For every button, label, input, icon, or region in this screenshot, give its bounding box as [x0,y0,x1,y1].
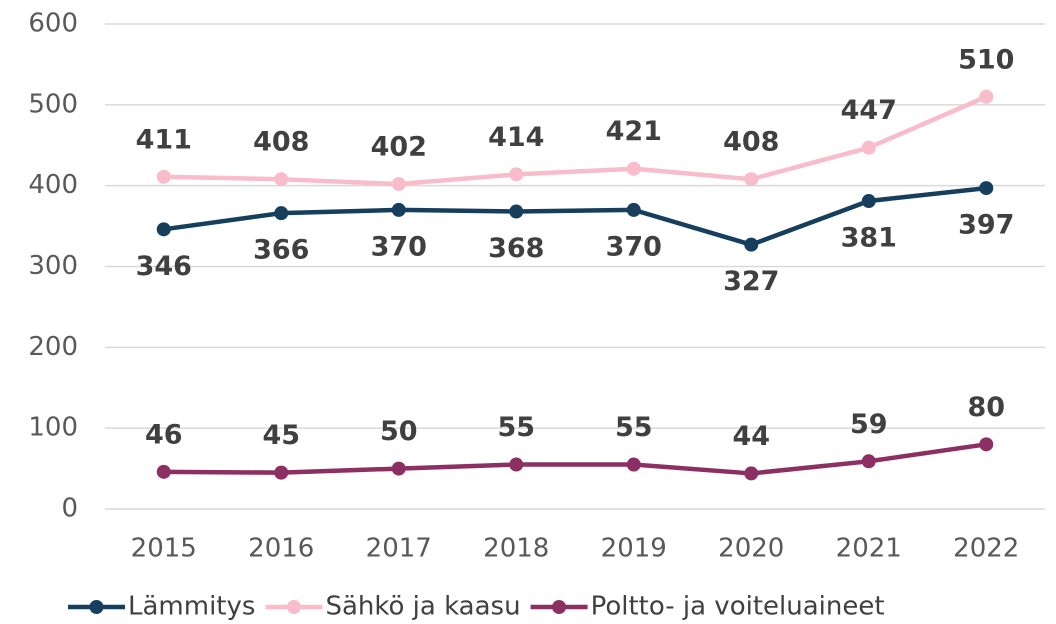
data-label: 411 [136,124,192,155]
legend-marker [89,600,104,614]
data-label: 402 [371,132,427,163]
point-marker [509,167,524,182]
data-label: 397 [958,210,1014,241]
data-label: 50 [380,416,418,447]
data-label: 346 [136,251,192,282]
data-label: 45 [262,420,300,451]
point-marker [626,457,641,472]
point-marker [979,89,994,104]
data-label: 414 [488,122,544,153]
point-marker [274,206,289,221]
point-marker [626,161,641,176]
legend-item: Lämmitys [68,592,255,622]
y-tick-label: 600 [28,9,78,39]
point-marker [509,457,524,472]
data-label: 59 [850,409,888,440]
data-label: 55 [497,412,535,443]
data-label: 510 [958,44,1014,75]
data-label: 421 [606,116,662,147]
data-label: 368 [488,233,544,264]
point-marker [979,181,994,196]
y-tick-label: 100 [28,413,78,443]
point-marker [979,437,994,452]
y-tick-label: 500 [28,89,78,119]
legend-label: Lämmitys [128,592,255,622]
x-tick-label: 2017 [366,534,432,564]
point-marker [861,194,876,209]
data-label: 366 [253,235,309,266]
legend-item: Sähkö ja kaasu [265,592,521,622]
x-tick-label: 2018 [483,534,549,564]
data-label: 447 [841,95,897,126]
point-marker [744,237,759,252]
y-tick-label: 400 [28,170,78,200]
point-marker [861,454,876,469]
x-tick-label: 2021 [836,534,902,564]
point-marker [391,461,406,476]
x-tick-label: 2022 [953,534,1019,564]
legend-marker [552,600,567,614]
legend-label: Poltto- ja voiteluaineet [591,592,885,622]
data-label: 370 [371,231,427,262]
x-tick-label: 2020 [718,534,784,564]
y-tick-label: 0 [61,494,78,524]
series-line [163,185,987,247]
legend-label: Sähkö ja kaasu [325,592,520,622]
series-line [163,94,988,187]
point-marker [156,222,171,237]
data-label: 46 [145,419,183,450]
point-marker [156,169,171,184]
x-tick-label: 2015 [131,534,197,564]
x-tick-label: 2016 [248,534,314,564]
data-label: 381 [841,223,897,254]
point-marker [274,465,289,480]
series-line [163,442,987,476]
legend-marker [286,600,301,614]
point-marker [744,172,759,187]
x-tick-label: 2019 [601,534,667,564]
point-marker [391,177,406,192]
y-tick-label: 300 [28,251,78,281]
data-label: 408 [253,127,309,158]
y-tick-label: 200 [28,332,78,362]
point-marker [509,204,524,219]
point-marker [391,202,406,217]
legend-item: Poltto- ja voiteluaineet [530,592,885,622]
data-label: 408 [723,127,779,158]
point-marker [744,466,759,481]
data-label: 370 [606,231,662,262]
point-marker [156,464,171,479]
data-label: 55 [615,412,653,443]
data-label: 327 [723,266,779,297]
data-label: 80 [967,392,1005,423]
point-marker [274,172,289,187]
data-label: 44 [732,421,770,452]
point-marker [861,140,876,155]
point-marker [626,202,641,217]
